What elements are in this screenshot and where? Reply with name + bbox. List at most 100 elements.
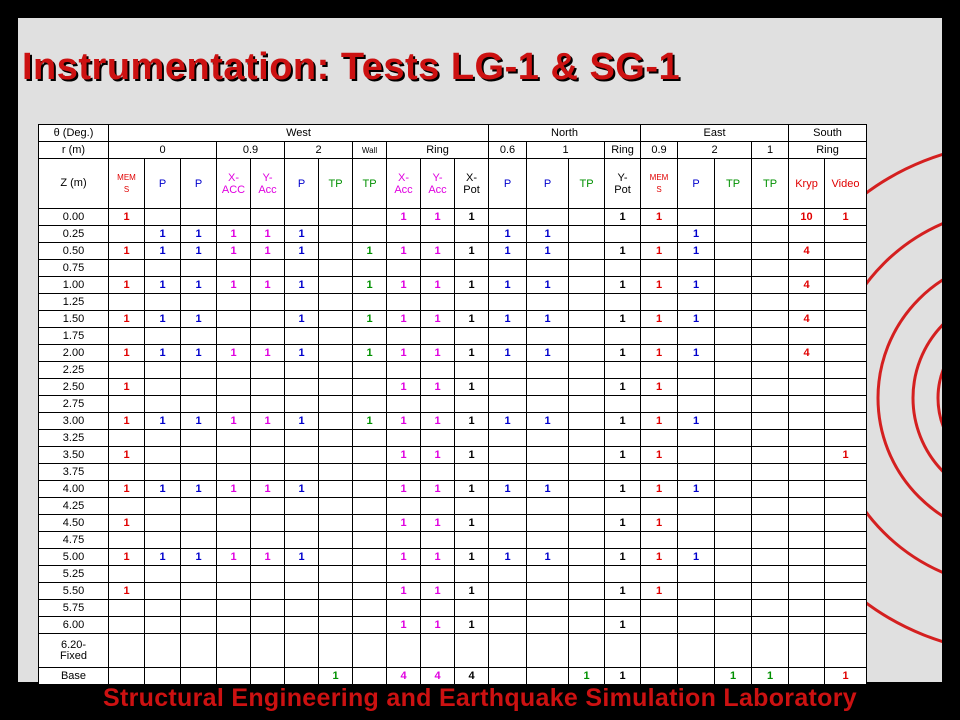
data-cell [751,225,789,243]
data-cell [284,361,319,379]
radius-value: Ring [604,141,641,159]
instrument-header: X- ACC [216,158,251,209]
data-cell [180,293,217,311]
data-cell: 1 [420,480,455,498]
data-cell: 1 [144,548,181,566]
data-cell: 1 [640,344,678,362]
data-cell: 1 [640,582,678,600]
data-cell: 1 [108,548,145,566]
data-cell [144,208,181,226]
data-cell [751,429,789,447]
data-cell [677,463,715,481]
data-cell [180,327,217,345]
data-cell: 1 [604,378,641,396]
z-value: 2.25 [38,361,109,379]
data-cell [488,429,527,447]
data-cell: 1 [250,480,285,498]
instrument-header: P [144,158,181,209]
data-cell [352,667,387,685]
data-cell [352,548,387,566]
data-cell [488,327,527,345]
data-cell [250,208,285,226]
data-cell: 1 [386,276,421,294]
data-cell [751,208,789,226]
data-cell [640,599,678,617]
radius-value: Wall [352,141,387,159]
data-cell [250,259,285,277]
table-row: 4.50 1 1 1 1 1 1 [38,514,867,532]
data-cell [216,327,251,345]
data-cell: 1 [526,276,569,294]
data-cell [180,582,217,600]
data-cell [714,344,752,362]
data-cell [420,361,455,379]
data-cell [568,259,605,277]
data-cell [526,514,569,532]
table-row: 5.75 [38,599,867,617]
radius-value: 0.9 [640,141,678,159]
data-cell [318,344,353,362]
data-cell [568,242,605,260]
data-cell [526,395,569,413]
data-cell: 1 [454,242,489,260]
data-cell: 1 [108,310,145,328]
data-cell [568,599,605,617]
data-cell [250,565,285,583]
data-cell: 1 [420,548,455,566]
data-cell: 1 [488,225,527,243]
instrument-header: Y- Acc [250,158,285,209]
data-cell: 1 [677,242,715,260]
data-cell: 4 [788,344,825,362]
instrument-header: P [677,158,715,209]
data-cell [824,548,867,566]
data-cell [420,395,455,413]
data-cell: 1 [386,242,421,260]
data-cell [454,429,489,447]
instrument-header: X- Pot [454,158,489,209]
data-cell [216,497,251,515]
data-cell [250,429,285,447]
data-cell [568,633,605,668]
data-cell: 1 [144,480,181,498]
data-cell: 1 [108,378,145,396]
theta-header-row: θ (Deg.) West North East South [38,124,867,142]
data-cell: 1 [640,208,678,226]
data-cell [526,293,569,311]
data-cell [180,531,217,549]
data-cell: 1 [284,480,319,498]
data-cell [604,293,641,311]
z-value: 5.00 [38,548,109,566]
data-cell [788,667,825,685]
data-cell: 1 [108,412,145,430]
data-cell [677,429,715,447]
data-cell: 1 [144,225,181,243]
data-cell [420,531,455,549]
data-cell: 1 [420,242,455,260]
data-cell [180,361,217,379]
data-cell [144,361,181,379]
data-cell [568,310,605,328]
data-cell [488,463,527,481]
data-cell: 1 [454,548,489,566]
data-cell [318,293,353,311]
data-cell: 1 [352,242,387,260]
data-cell [180,463,217,481]
data-cell [526,582,569,600]
data-cell [714,514,752,532]
data-cell [318,259,353,277]
data-cell [318,225,353,243]
data-cell [526,208,569,226]
data-cell [386,293,421,311]
data-cell [788,446,825,464]
data-cell [488,582,527,600]
data-cell [454,497,489,515]
data-cell [144,582,181,600]
data-cell [284,395,319,413]
data-cell [568,276,605,294]
data-cell [454,395,489,413]
data-cell: 1 [526,225,569,243]
table-row: 6.20- Fixed [38,633,867,668]
z-value: 3.75 [38,463,109,481]
data-cell [144,531,181,549]
data-cell [420,259,455,277]
